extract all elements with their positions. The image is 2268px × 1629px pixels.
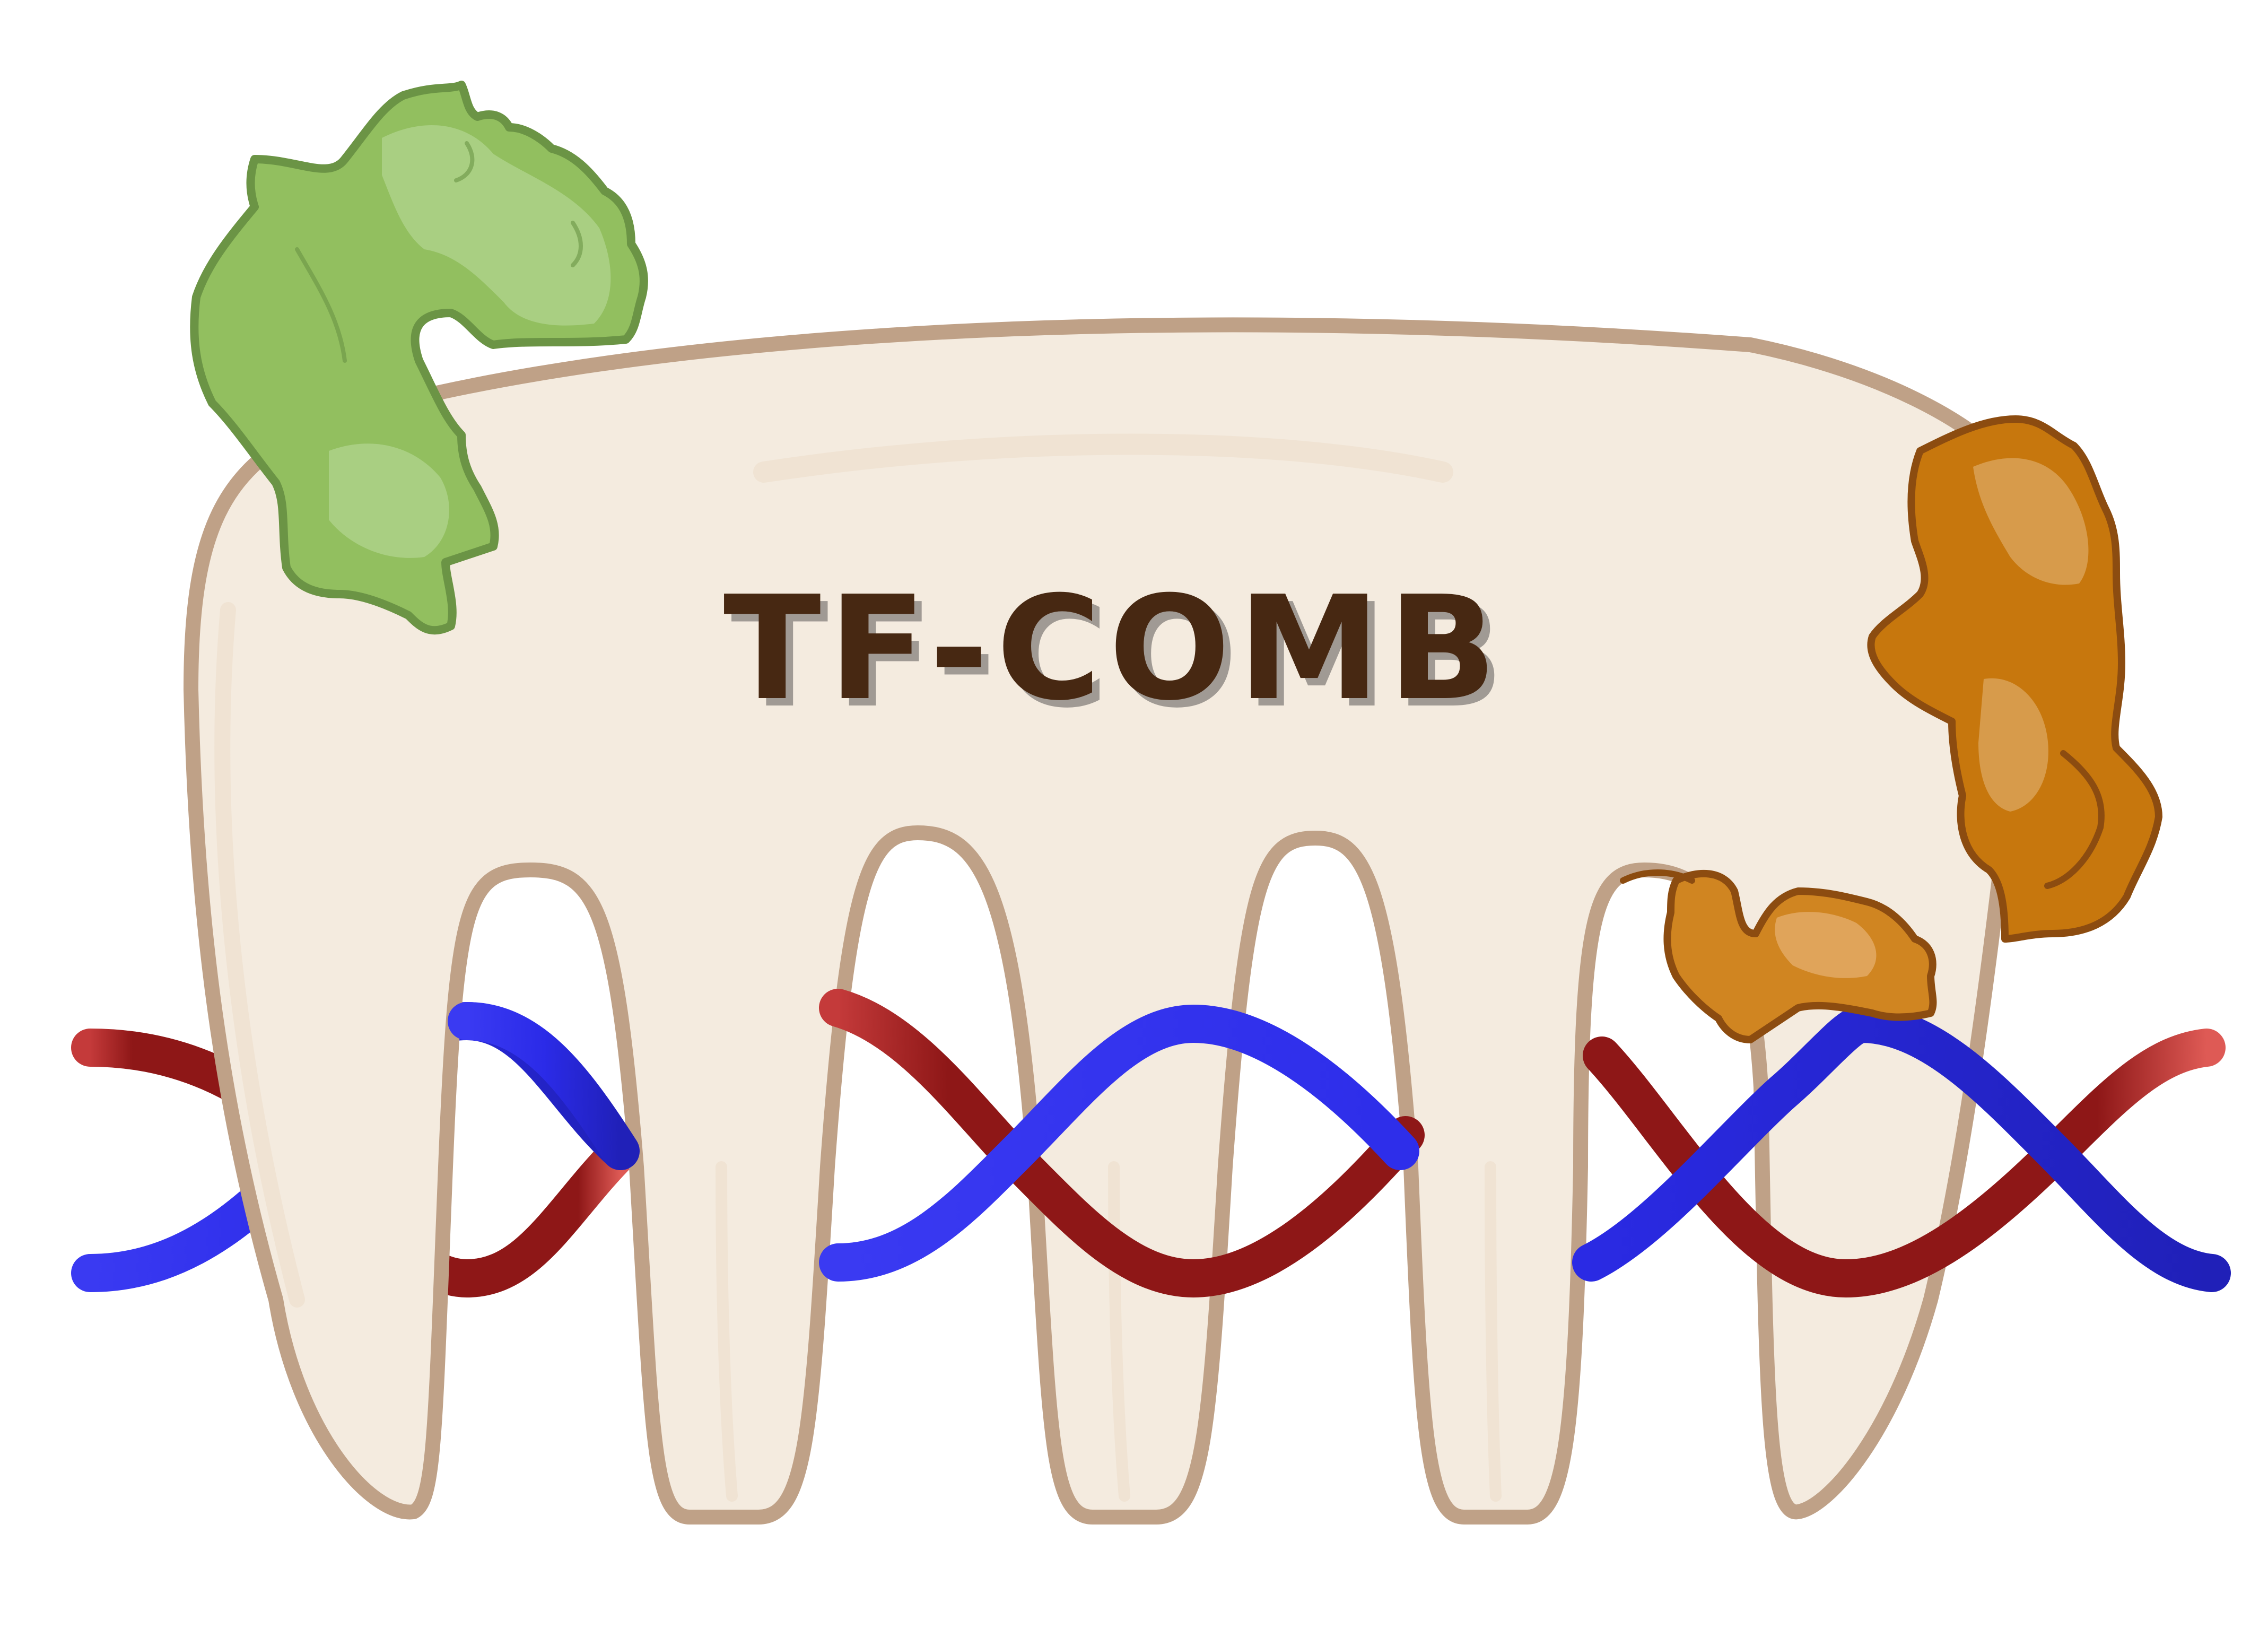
- orange-protein-small-highlight: [1775, 912, 1877, 978]
- green-protein-highlight-2: [329, 443, 449, 558]
- orange-protein-large-icon: [1867, 415, 2162, 943]
- green-protein-detail: [295, 141, 583, 363]
- green-protein-icon: [190, 81, 648, 635]
- dna-strand-blue-left-front: [448, 1002, 640, 1170]
- orange-protein-large-highlight-2: [1978, 678, 2048, 812]
- logo-title-shadow: TF-COMB: [731, 572, 1512, 739]
- logo-title: TF-COMB: [723, 565, 1505, 732]
- comb-inner-shade-left: [214, 602, 305, 1308]
- orange-protein-small-hook: [1620, 869, 1695, 884]
- comb-icon: [184, 317, 2027, 1525]
- orange-protein-large-highlight: [1973, 458, 2089, 585]
- dna-double-helix-icon: [448, 989, 2231, 1298]
- orange-protein-large-curl: [2044, 750, 2105, 889]
- green-protein-highlight: [382, 125, 611, 326]
- dna-strand-blue-front: [819, 1004, 2231, 1292]
- comb-tooth-shade-3: [1485, 1161, 1502, 1502]
- comb-tooth-shade-1: [716, 1161, 738, 1502]
- comb-body: [184, 317, 2027, 1525]
- title-group: TF-COMB TF-COMB: [723, 565, 1512, 739]
- orange-protein-small-icon: [1620, 869, 1937, 1043]
- comb-inner-shade: [753, 433, 1453, 483]
